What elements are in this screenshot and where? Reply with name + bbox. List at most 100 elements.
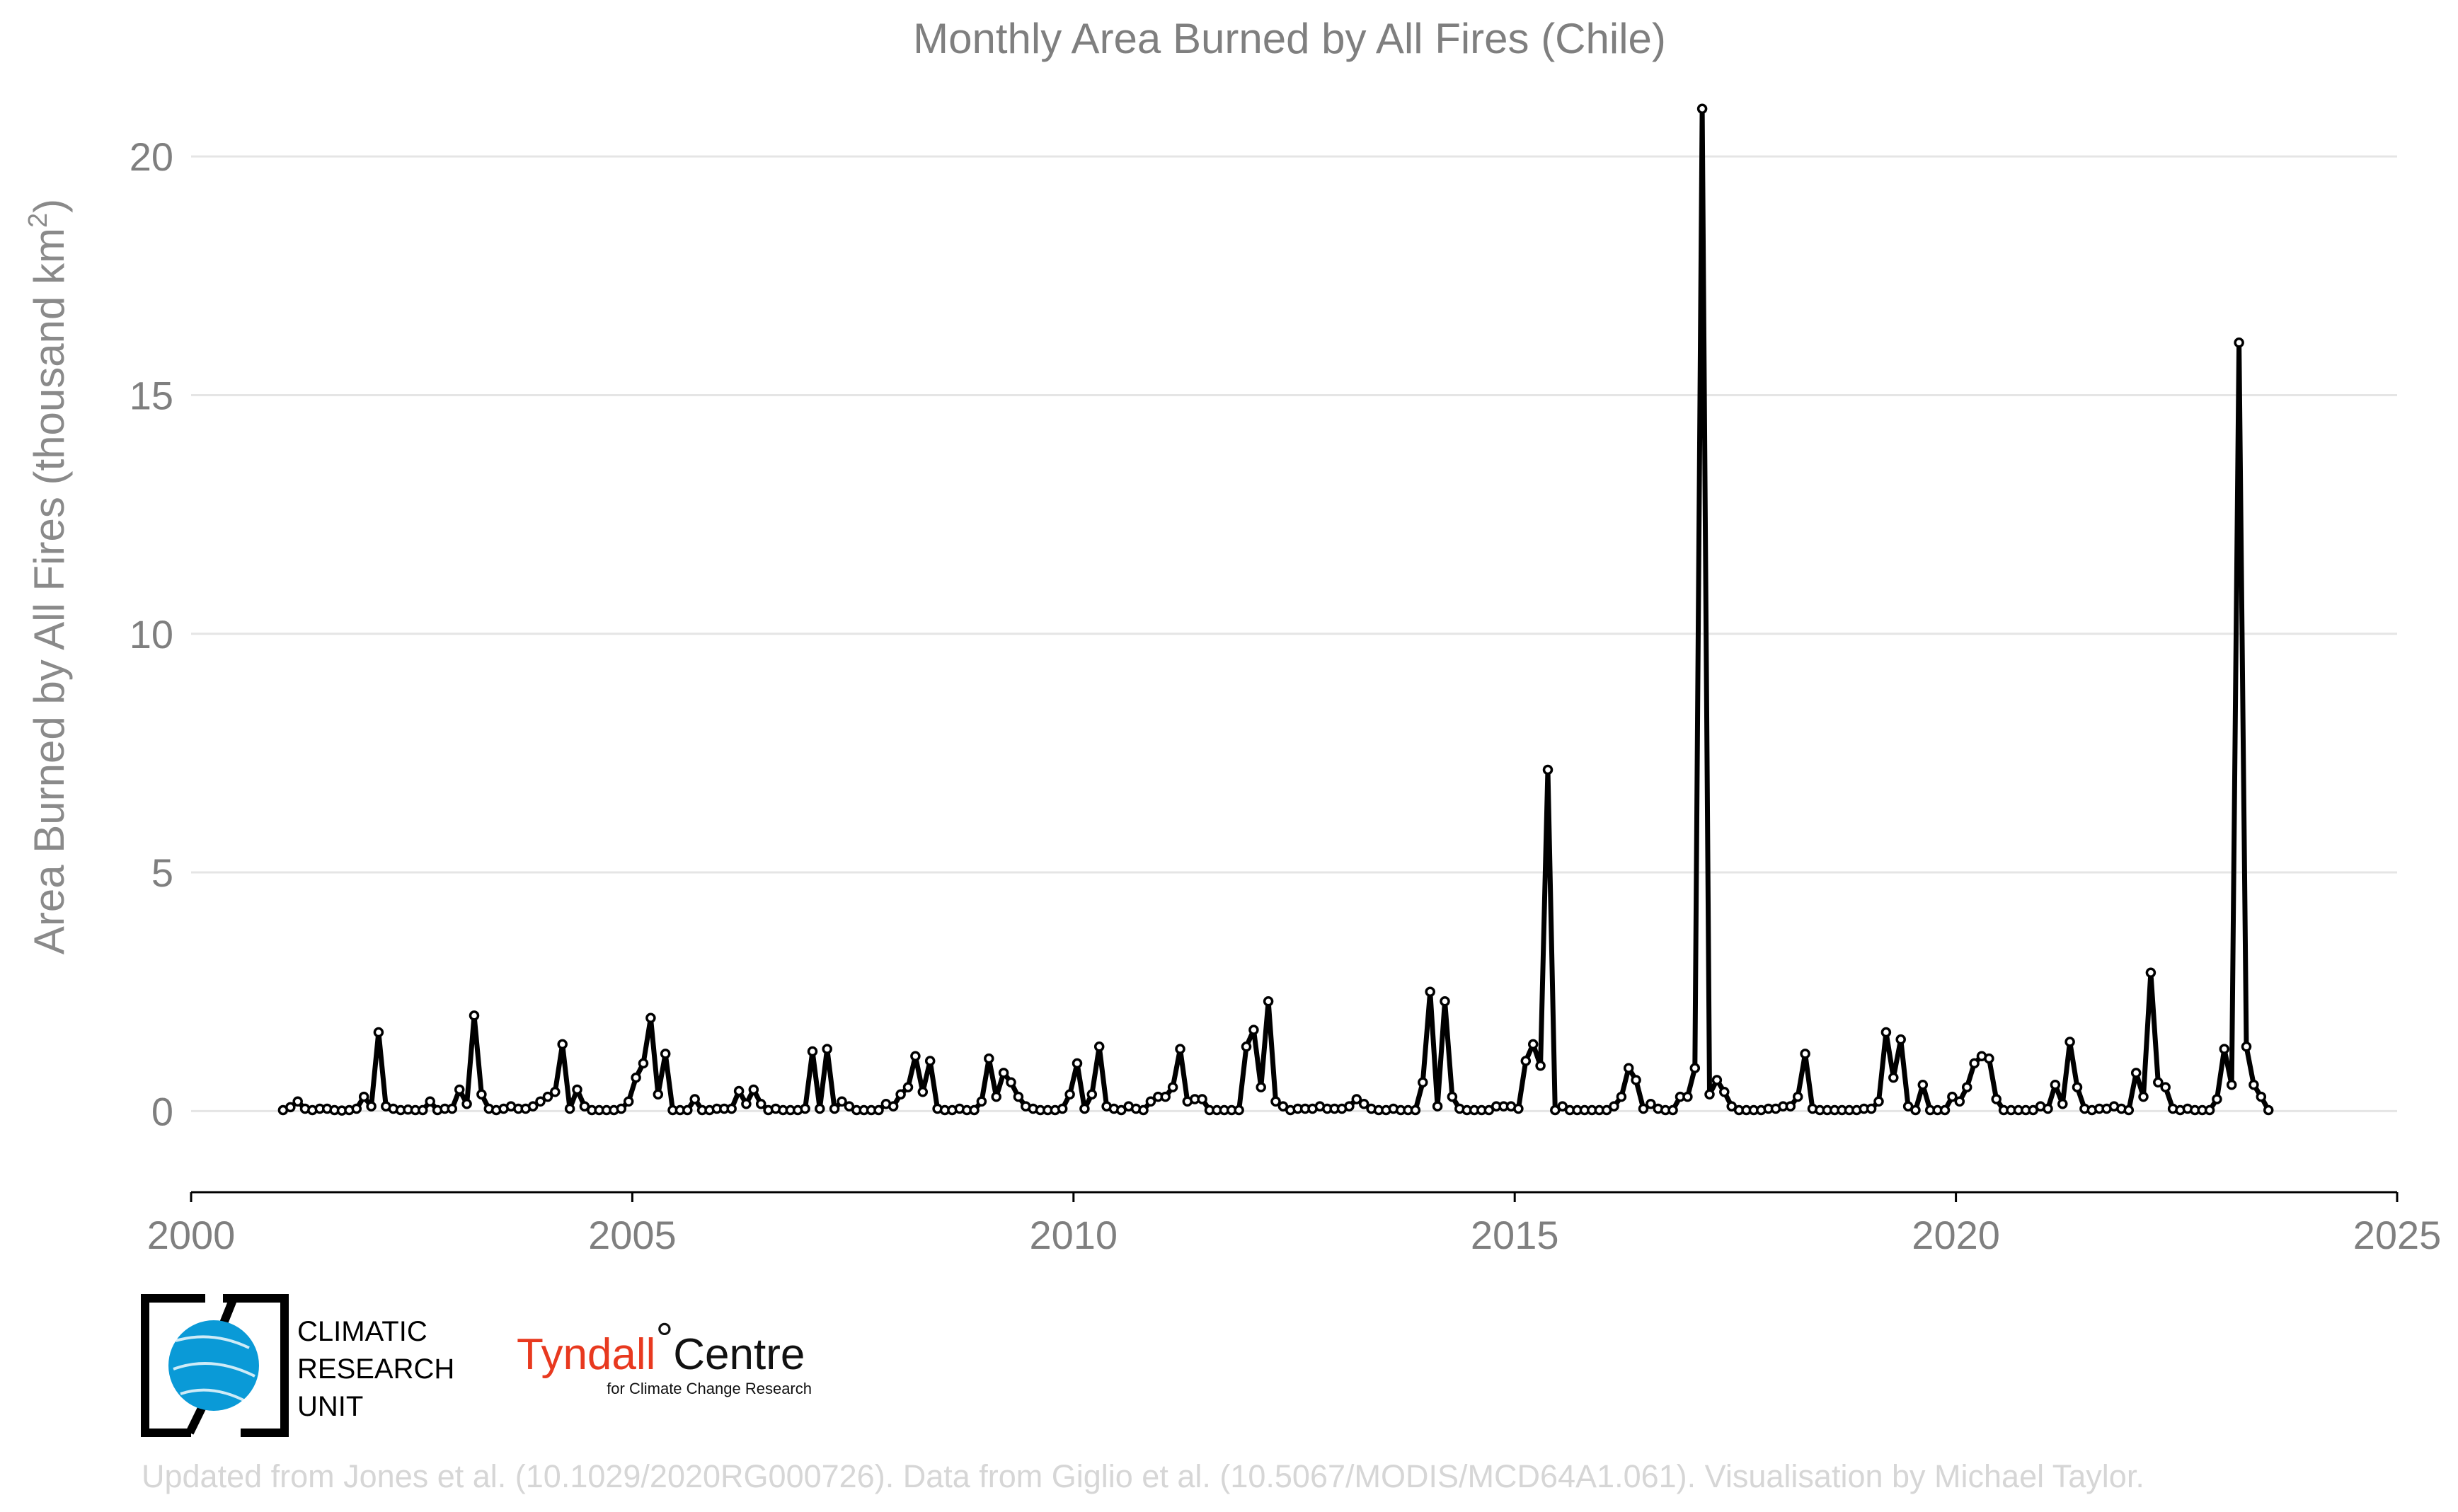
cru-logo-line3: UNIT xyxy=(297,1391,363,1422)
data-point-122 xyxy=(1175,1044,1185,1054)
data-point-195 xyxy=(1711,1075,1723,1085)
data-point-55 xyxy=(682,1104,693,1116)
data-point-185 xyxy=(1638,1103,1649,1114)
data-point-217 xyxy=(1873,1096,1884,1107)
data-point-81 xyxy=(873,1104,884,1116)
x-tick-label-2020: 2020 xyxy=(1912,1213,2000,1257)
data-point-109 xyxy=(1079,1103,1090,1114)
data-point-168 xyxy=(1513,1103,1524,1114)
y-axis-label-close: ) xyxy=(25,199,73,213)
data-point-173 xyxy=(1550,1104,1561,1116)
data-point-106 xyxy=(1057,1103,1068,1114)
data-point-184 xyxy=(1631,1075,1641,1085)
data-point-157 xyxy=(1432,1101,1443,1112)
cru-logo-bracket-right xyxy=(223,1294,289,1437)
y-tick-label-5: 5 xyxy=(151,850,173,895)
data-point-254 xyxy=(2145,967,2157,978)
data-point-111 xyxy=(1093,1041,1105,1052)
data-point-174 xyxy=(1557,1101,1568,1112)
data-point-252 xyxy=(2130,1068,2142,1078)
cru-logo: CLIMATIC RESEARCH UNIT xyxy=(141,1294,454,1437)
data-point-262 xyxy=(2204,1104,2215,1116)
data-point-255 xyxy=(2153,1077,2164,1088)
data-point-180 xyxy=(1601,1104,1612,1116)
data-point-240 xyxy=(2043,1103,2053,1114)
data-point-227 xyxy=(1947,1091,1958,1102)
data-point-26 xyxy=(469,1010,480,1021)
data-point-170 xyxy=(1527,1039,1539,1050)
data-point-86 xyxy=(910,1051,921,1061)
data-point-241 xyxy=(2050,1079,2061,1090)
data-point-269 xyxy=(2256,1091,2267,1102)
data-point-35 xyxy=(535,1096,546,1107)
data-point-253 xyxy=(2138,1091,2149,1102)
data-point-207 xyxy=(1800,1049,1810,1059)
data-point-63 xyxy=(741,1098,752,1109)
cru-logo-bracket-left xyxy=(141,1294,205,1437)
data-point-88 xyxy=(924,1056,936,1066)
data-point-11 xyxy=(358,1091,369,1102)
data-point-228 xyxy=(1954,1096,1965,1107)
data-point-131 xyxy=(1241,1041,1252,1052)
data-point-146 xyxy=(1351,1094,1362,1104)
data-point-110 xyxy=(1086,1089,1098,1100)
data-point-226 xyxy=(1939,1104,1951,1116)
data-point-193 xyxy=(1696,103,1708,114)
data-point-232 xyxy=(1984,1053,1994,1064)
y-tick-labels: 0 5 10 15 20 xyxy=(130,134,173,1133)
data-point-192 xyxy=(1689,1063,1701,1073)
data-point-95 xyxy=(976,1096,987,1107)
data-point-159 xyxy=(1447,1091,1458,1102)
series-line xyxy=(282,106,2271,1114)
data-point-52 xyxy=(660,1049,671,1059)
data-point-216 xyxy=(1866,1103,1877,1114)
data-point-230 xyxy=(1969,1058,1980,1069)
data-point-172 xyxy=(1542,764,1554,775)
data-point-205 xyxy=(1785,1101,1796,1112)
data-point-51 xyxy=(653,1089,664,1100)
data-point-94 xyxy=(969,1104,980,1116)
data-point-136 xyxy=(1277,1101,1289,1112)
data-point-39 xyxy=(564,1103,575,1114)
x-tick-labels: 2000 2005 2010 2015 2020 2025 xyxy=(147,1213,2442,1257)
tyndall-logo-degree: ° xyxy=(655,1315,673,1363)
data-point-125 xyxy=(1197,1094,1207,1104)
gridlines xyxy=(191,155,2397,1112)
data-point-158 xyxy=(1440,996,1450,1007)
chart-title: Monthly Area Burned by All Fires (Chile) xyxy=(913,15,1666,62)
data-point-206 xyxy=(1792,1091,1803,1102)
data-point-145 xyxy=(1344,1101,1355,1112)
y-axis-label-sup: 2 xyxy=(23,213,53,228)
data-point-34 xyxy=(527,1101,539,1112)
data-point-191 xyxy=(1682,1091,1693,1102)
data-point-23 xyxy=(447,1103,458,1114)
data-point-196 xyxy=(1719,1087,1730,1097)
data-point-266 xyxy=(2234,337,2244,348)
data-point-121 xyxy=(1167,1082,1178,1092)
data-point-77 xyxy=(844,1101,855,1112)
data-point-75 xyxy=(829,1103,840,1114)
data-point-50 xyxy=(645,1012,656,1024)
data-point-263 xyxy=(2212,1094,2222,1104)
data-point-36 xyxy=(542,1091,553,1102)
cru-logo-line1: CLIMATIC xyxy=(297,1316,427,1347)
data-point-47 xyxy=(623,1096,634,1107)
data-point-13 xyxy=(373,1027,384,1038)
data-point-135 xyxy=(1270,1096,1281,1107)
data-point-267 xyxy=(2241,1041,2252,1052)
y-axis-label: Area Burned by All Fires (thousand km2) xyxy=(23,199,73,954)
data-point-98 xyxy=(998,1068,1009,1078)
data-point-268 xyxy=(2249,1079,2259,1090)
x-tick-label-2015: 2015 xyxy=(1471,1213,1559,1257)
data-point-20 xyxy=(425,1096,435,1107)
data-point-270 xyxy=(2263,1104,2274,1116)
data-point-186 xyxy=(1646,1098,1656,1109)
data-point-19 xyxy=(418,1104,428,1116)
x-tick-label-2000: 2000 xyxy=(147,1213,236,1257)
data-point-133 xyxy=(1256,1082,1266,1092)
data-point-134 xyxy=(1263,996,1274,1007)
data-point-221 xyxy=(1902,1101,1914,1112)
data-point-242 xyxy=(2057,1098,2068,1109)
data-point-84 xyxy=(895,1089,906,1100)
